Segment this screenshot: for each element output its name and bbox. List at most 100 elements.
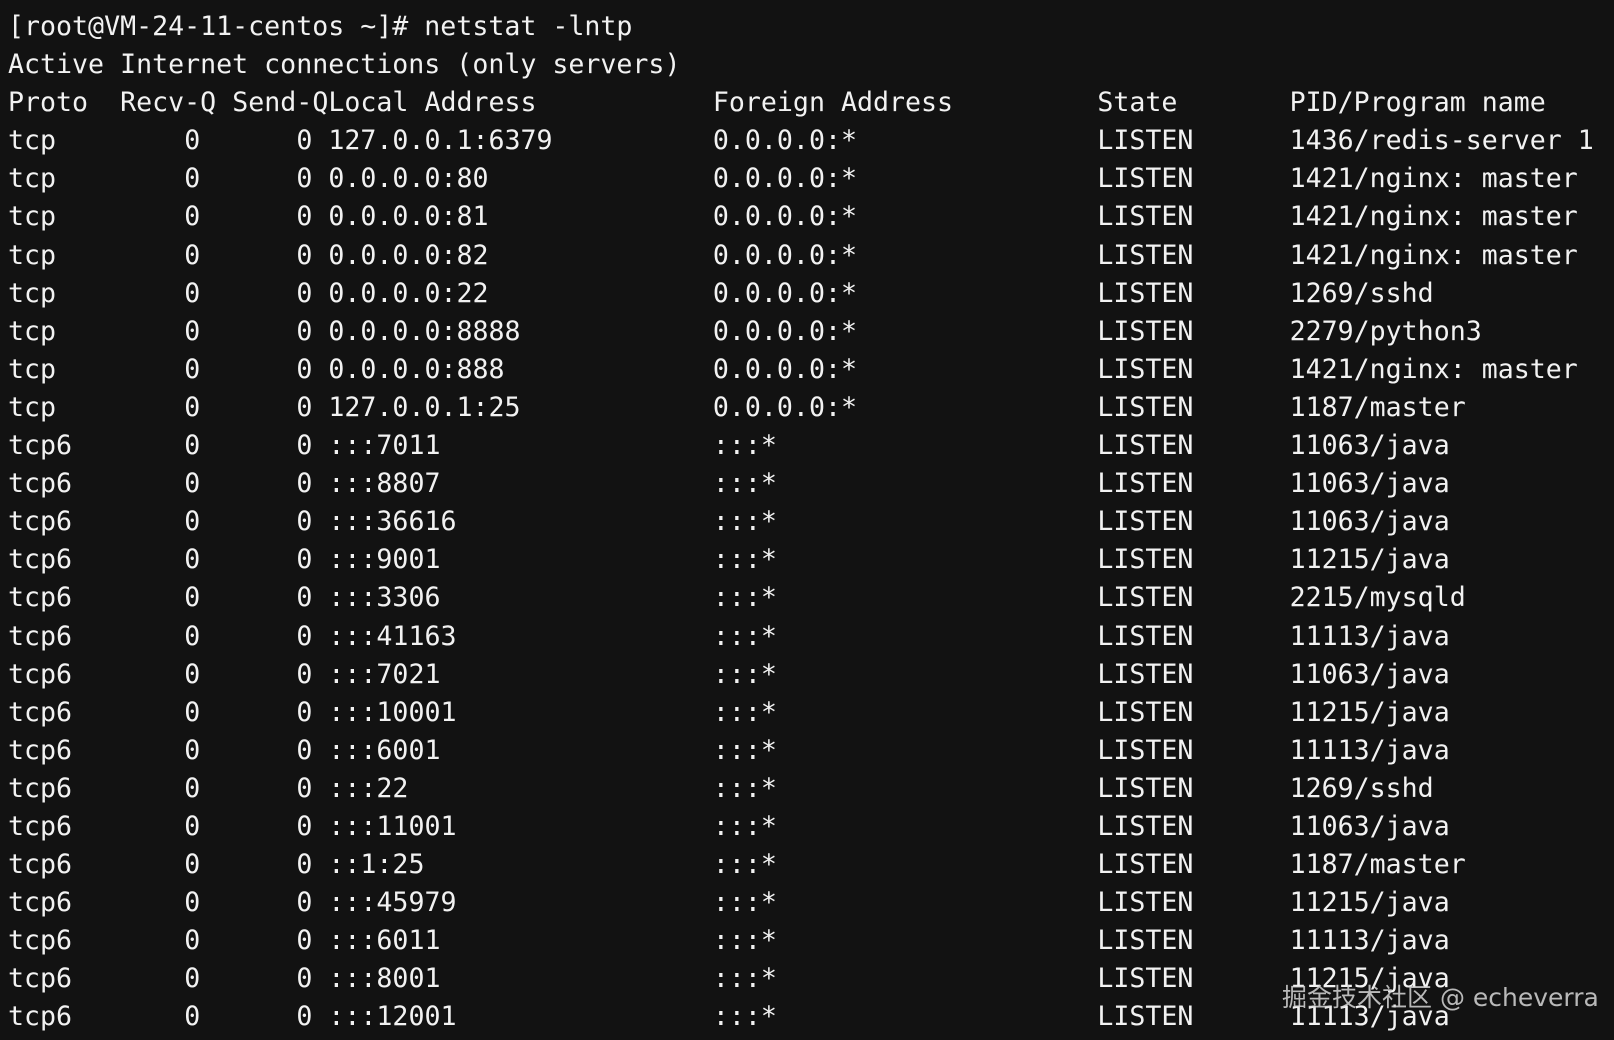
cell-state: LISTEN <box>1097 582 1194 614</box>
cell-send-q: 0 <box>296 887 313 919</box>
cell-foreign-address: :::* <box>712 963 777 995</box>
cell-pid-program: 11215/java <box>1289 887 1450 919</box>
cell-proto: tcp <box>8 353 57 385</box>
table-header: Proto Recv-Q Send-Q Local Address Foreign Ad… <box>8 84 1546 122</box>
cell-pid-program: 1269/sshd <box>1289 772 1434 804</box>
cell-state: LISTEN <box>1097 696 1194 728</box>
table-row: tcp6 0 0:::12001:::* LISTEN 11113/java <box>8 998 1450 1036</box>
cell-send-q: 0 <box>296 582 313 614</box>
cell-recv-q: 0 <box>184 620 201 652</box>
cell-proto: tcp <box>8 239 57 271</box>
cell-local-address: :::10001 <box>328 696 457 728</box>
table-row: tcp 0 0 127.0.0.1:25 0.0.0.0:* LISTEN 1187/mas… <box>8 389 1466 427</box>
connection-table: tcp 0 0 127.0.0.1:6379 0.0.0.0:* LISTEN 1436/r… <box>8 122 1594 1036</box>
cell-foreign-address: :::* <box>712 696 777 728</box>
cell-proto: tcp6 <box>8 1001 73 1033</box>
cell-recv-q: 0 <box>184 696 201 728</box>
cell-state: LISTEN <box>1097 506 1194 538</box>
cell-proto: tcp <box>8 277 57 309</box>
cell-recv-q: 0 <box>184 1001 201 1033</box>
table-row: tcp6 0 0:::8807:::* LISTEN 11063/java <box>8 465 1450 503</box>
watermark: 掘金技术社区 @ echeverra <box>1282 983 1599 1012</box>
cell-proto: tcp6 <box>8 430 73 462</box>
table-row: tcp6 0 0:::41163:::* LISTEN 11113/java <box>8 618 1450 656</box>
cell-recv-q: 0 <box>184 887 201 919</box>
cell-pid-program: 1421/nginx: master <box>1289 353 1578 385</box>
cell-state: LISTEN <box>1097 772 1194 804</box>
cell-recv-q: 0 <box>184 468 201 500</box>
table-row: tcp6 0 0:::9001:::* LISTEN 11215/java <box>8 541 1450 579</box>
cell-send-q: 0 <box>296 315 313 347</box>
table-row: tcp 0 0 0.0.0.0:82 0.0.0.0:* LISTEN 1421/nginx… <box>8 237 1578 275</box>
cell-send-q: 0 <box>296 544 313 576</box>
cell-local-address: :::12001 <box>328 1001 457 1033</box>
cell-recv-q: 0 <box>184 239 201 271</box>
cell-send-q: 0 <box>296 810 313 842</box>
cell-pid-program: 11063/java <box>1289 506 1450 538</box>
table-row: tcp6 0 0::1:25:::* LISTEN 1187/master <box>8 846 1466 884</box>
table-row: tcp 0 0 0.0.0.0:80 0.0.0.0:* LISTEN 1421/nginx… <box>8 160 1578 198</box>
cell-recv-q: 0 <box>184 544 201 576</box>
cell-foreign-address: 0.0.0.0:* <box>712 163 857 195</box>
cell-local-address: :::45979 <box>328 887 457 919</box>
cell-foreign-address: :::* <box>712 925 777 957</box>
cell-proto: tcp6 <box>8 506 73 538</box>
cell-local-address: :::6001 <box>328 734 441 766</box>
cell-foreign-address: 0.0.0.0:* <box>712 239 857 271</box>
cell-proto: tcp6 <box>8 887 73 919</box>
cell-proto: tcp <box>8 163 57 195</box>
cell-local-address: :::8001 <box>328 963 441 995</box>
cell-pid-program: 11113/java <box>1289 734 1450 766</box>
cell-send-q: 0 <box>296 506 313 538</box>
cell-send-q: 0 <box>296 468 313 500</box>
cell-foreign-address: 0.0.0.0:* <box>712 315 857 347</box>
summary-line: Active Internet connections (only server… <box>8 49 681 81</box>
cell-send-q: 0 <box>296 734 313 766</box>
cell-send-q: 0 <box>296 1001 313 1033</box>
table-row: tcp 0 0 0.0.0.0:888 0.0.0.0:* LISTEN 1421/ngin… <box>8 351 1578 389</box>
header-pid-program: PID/Program name <box>1289 87 1546 119</box>
cell-foreign-address: :::* <box>712 544 777 576</box>
cell-state: LISTEN <box>1097 1001 1194 1033</box>
cell-send-q: 0 <box>296 163 313 195</box>
cell-recv-q: 0 <box>184 353 201 385</box>
cell-pid-program: 11215/java <box>1289 696 1450 728</box>
cell-foreign-address: :::* <box>712 582 777 614</box>
cell-proto: tcp6 <box>8 620 73 652</box>
cell-pid-program: 11063/java <box>1289 468 1450 500</box>
cell-proto: tcp6 <box>8 696 73 728</box>
command-prompt-line: [root@VM-24-11-centos ~]# netstat -lntp <box>8 11 633 42</box>
cell-pid-program: 2279/python3 <box>1289 315 1482 347</box>
header-send-q: Send-Q <box>232 87 329 119</box>
cell-local-address: :::3306 <box>328 582 441 614</box>
cell-pid-program: 1436/redis-server 1 <box>1289 125 1594 157</box>
cell-state: LISTEN <box>1097 125 1194 157</box>
cell-recv-q: 0 <box>184 849 201 881</box>
cell-state: LISTEN <box>1097 353 1194 385</box>
cell-foreign-address: 0.0.0.0:* <box>712 201 857 233</box>
cell-state: LISTEN <box>1097 468 1194 500</box>
cell-pid-program: 1269/sshd <box>1289 277 1434 309</box>
cell-foreign-address: :::* <box>712 734 777 766</box>
table-row: tcp6 0 0:::7021:::* LISTEN 11063/java <box>8 656 1450 694</box>
cell-state: LISTEN <box>1097 810 1194 842</box>
cell-pid-program: 11215/java <box>1289 544 1450 576</box>
cell-pid-program: 2215/mysqld <box>1289 582 1466 614</box>
cell-send-q: 0 <box>296 620 313 652</box>
cell-pid-program: 11063/java <box>1289 658 1450 690</box>
cell-foreign-address: 0.0.0.0:* <box>712 125 857 157</box>
cell-send-q: 0 <box>296 925 313 957</box>
cell-foreign-address: :::* <box>712 506 777 538</box>
cell-pid-program: 1187/master <box>1289 849 1466 881</box>
cell-foreign-address: :::* <box>712 849 777 881</box>
cell-pid-program: 1187/master <box>1289 391 1466 423</box>
cell-state: LISTEN <box>1097 658 1194 690</box>
cell-proto: tcp6 <box>8 772 73 804</box>
cell-proto: tcp6 <box>8 810 73 842</box>
cell-recv-q: 0 <box>184 277 201 309</box>
cell-pid-program: 11063/java <box>1289 430 1450 462</box>
cell-send-q: 0 <box>296 772 313 804</box>
cell-proto: tcp6 <box>8 544 73 576</box>
cell-pid-program: 1421/nginx: master <box>1289 163 1578 195</box>
cell-local-address: 127.0.0.1:6379 <box>328 125 553 157</box>
